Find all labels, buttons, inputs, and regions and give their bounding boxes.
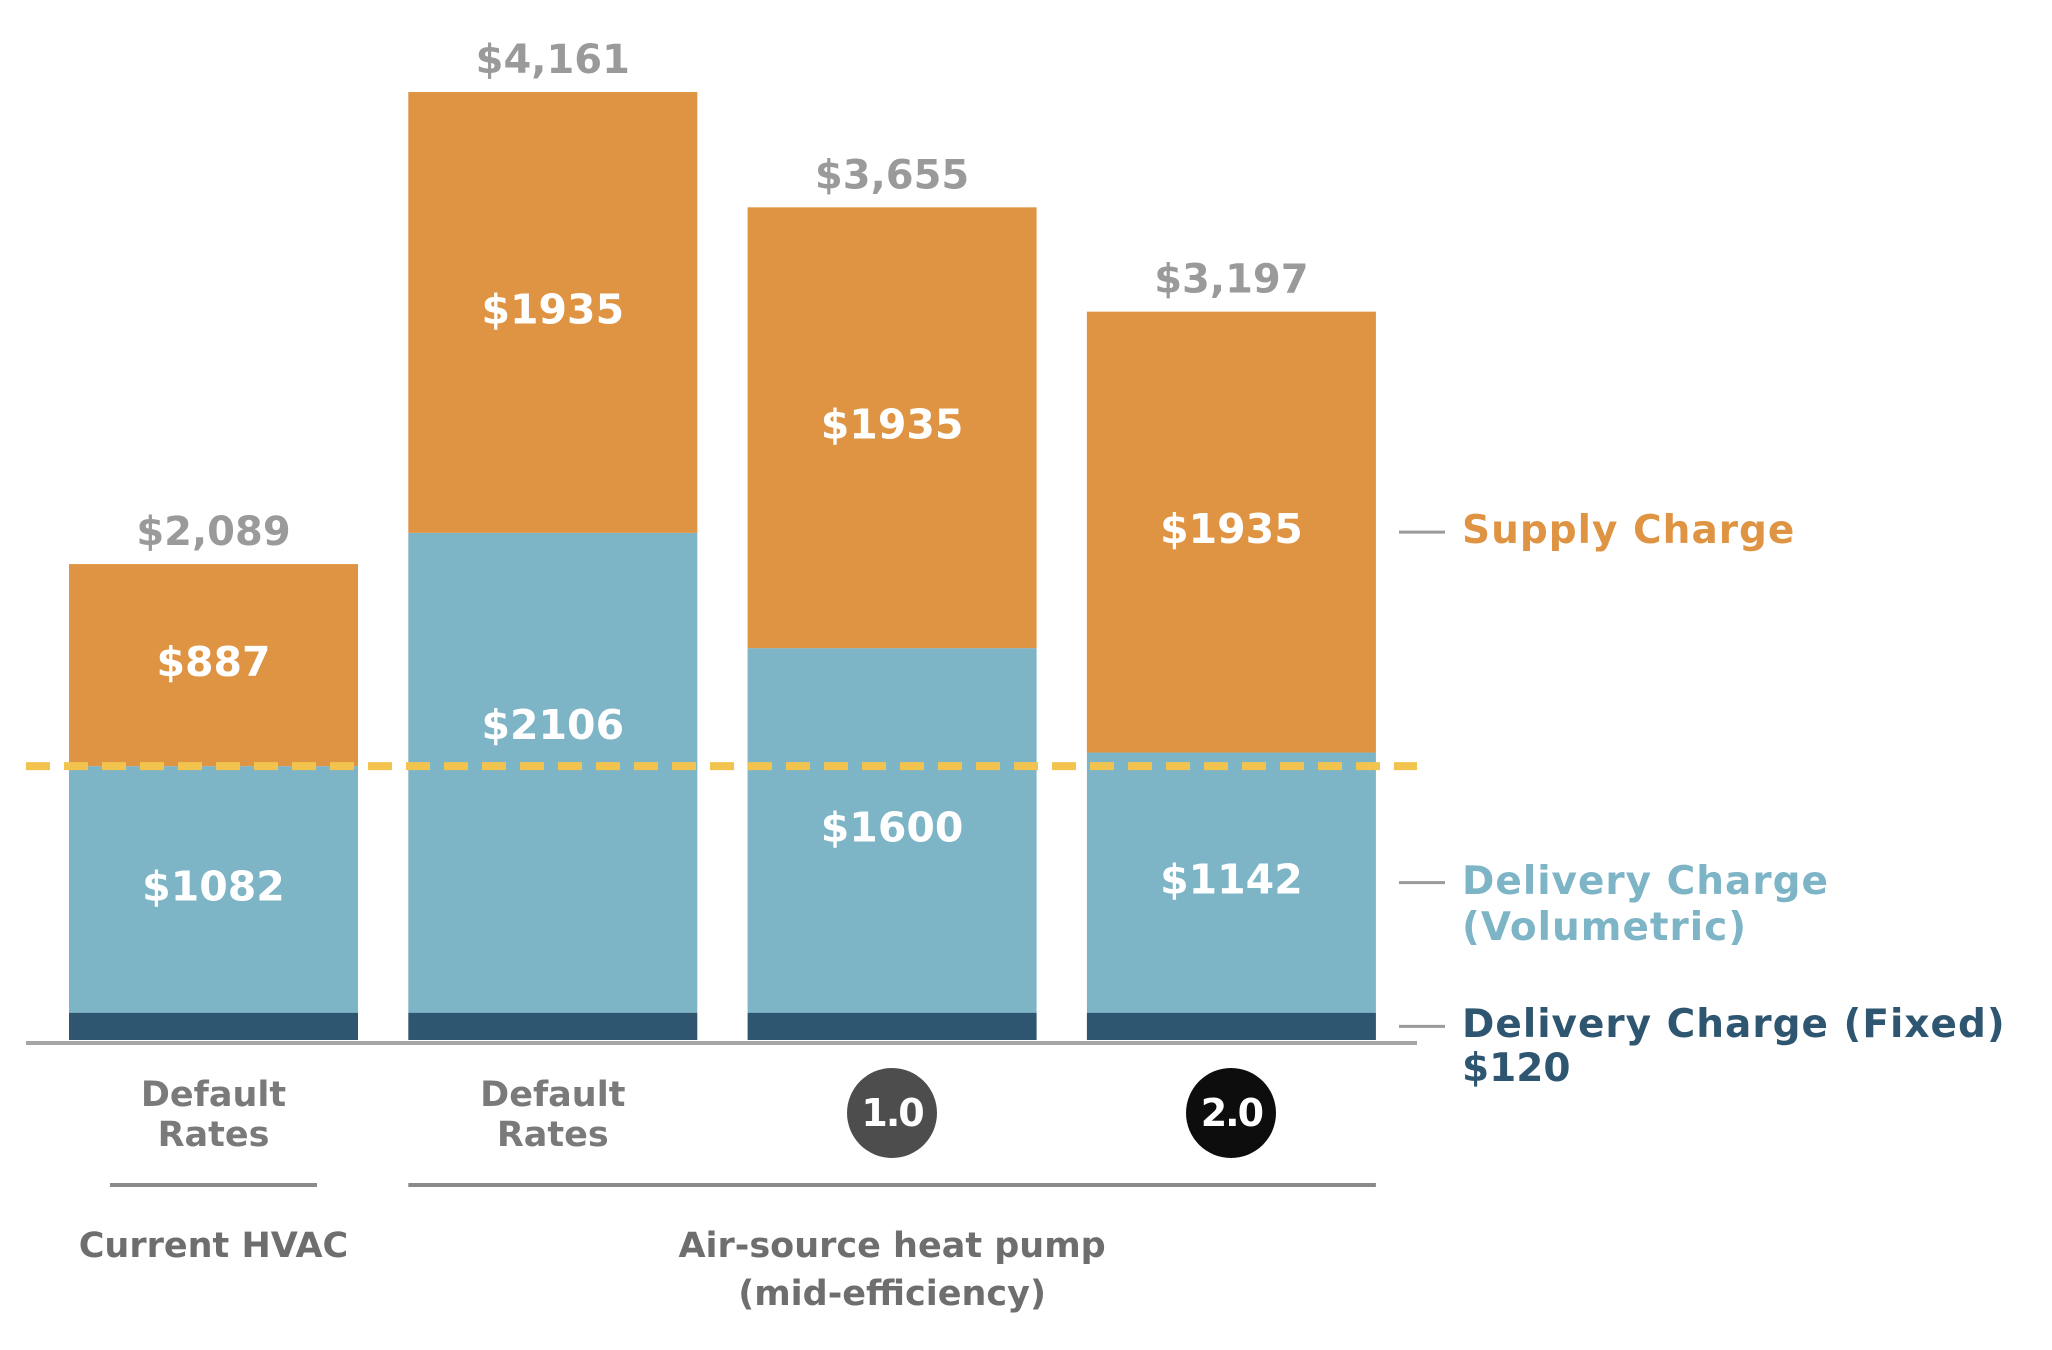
bar-segment xyxy=(1086,752,1376,1013)
value-label: $1935 xyxy=(821,401,964,449)
bar-segment xyxy=(408,532,698,1013)
value-label: $1935 xyxy=(1160,505,1303,553)
bar-segment xyxy=(1086,1012,1376,1040)
category-label: Default Rates xyxy=(480,1075,626,1155)
bar-segment xyxy=(747,1012,1037,1040)
group-label: Current HVAC xyxy=(78,1226,349,1266)
value-label: $1935 xyxy=(481,285,624,333)
value-label: $1082 xyxy=(142,862,285,910)
category-label: Default Rates xyxy=(140,1075,287,1155)
bar-segment xyxy=(69,564,358,767)
group-label: Air-source heat pump (mid-efficiency) xyxy=(678,1226,1106,1314)
bar-segment xyxy=(408,92,698,533)
legend-label: Supply Charge xyxy=(1462,508,1796,554)
value-label: $2106 xyxy=(481,701,624,749)
value-label: $1600 xyxy=(821,803,964,851)
legend-label: Delivery Charge (Volumetric) xyxy=(1462,858,1829,950)
value-label: $887 xyxy=(156,638,270,686)
legend-label: Delivery Charge (Fixed) xyxy=(1462,1002,2006,1048)
bar-segment xyxy=(408,1012,698,1040)
bar-segment xyxy=(69,1012,358,1040)
bar-segment xyxy=(69,766,358,1013)
value-label: $1142 xyxy=(1160,856,1303,904)
category-badge: 2.0 xyxy=(1186,1068,1277,1158)
bar-segment xyxy=(1086,311,1376,753)
total-label: $4,161 xyxy=(476,37,630,83)
bar-segment xyxy=(747,207,1037,649)
category-badge: 1.0 xyxy=(847,1068,938,1158)
legend-value: $120 xyxy=(1462,1046,1571,1092)
total-label: $3,197 xyxy=(1154,257,1308,303)
bar-segment xyxy=(747,648,1037,1013)
total-label: $3,655 xyxy=(815,152,969,198)
total-label: $2,089 xyxy=(136,509,290,555)
